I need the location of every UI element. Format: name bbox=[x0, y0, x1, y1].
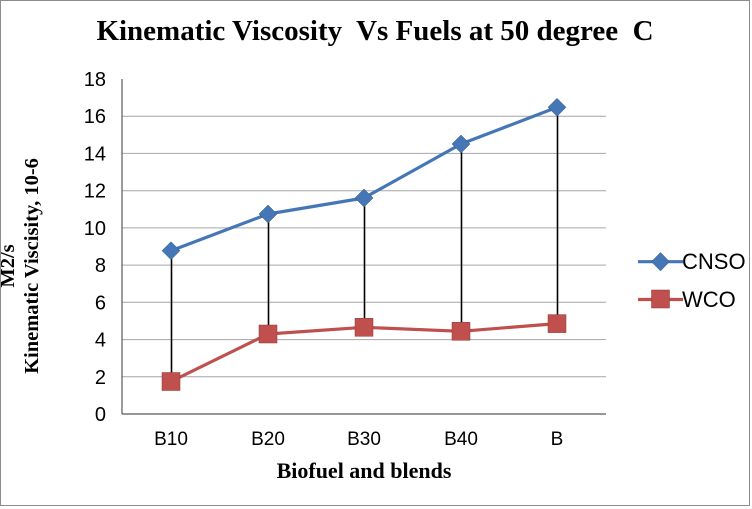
svg-text:M2/s: M2/s bbox=[1, 244, 19, 287]
svg-text:2: 2 bbox=[95, 367, 106, 389]
svg-text:B: B bbox=[551, 429, 564, 450]
svg-text:18: 18 bbox=[84, 69, 106, 91]
svg-text:6: 6 bbox=[95, 292, 106, 314]
svg-text:WCO: WCO bbox=[682, 287, 736, 312]
svg-text:B40: B40 bbox=[444, 429, 478, 450]
svg-text:12: 12 bbox=[84, 181, 106, 203]
svg-text:14: 14 bbox=[84, 143, 106, 165]
svg-text:0: 0 bbox=[95, 404, 106, 426]
svg-text:B10: B10 bbox=[154, 429, 188, 450]
svg-text:Kinematic Viscisity, 10-6: Kinematic Viscisity, 10-6 bbox=[21, 158, 43, 374]
svg-text:Biofuel and blends: Biofuel and blends bbox=[277, 458, 452, 483]
svg-text:4: 4 bbox=[95, 330, 106, 352]
svg-text:8: 8 bbox=[95, 255, 106, 277]
svg-text:B20: B20 bbox=[251, 429, 285, 450]
svg-text:B30: B30 bbox=[347, 429, 381, 450]
svg-text:10: 10 bbox=[84, 218, 106, 240]
svg-text:16: 16 bbox=[84, 106, 106, 128]
svg-text:CNSO: CNSO bbox=[682, 249, 746, 274]
